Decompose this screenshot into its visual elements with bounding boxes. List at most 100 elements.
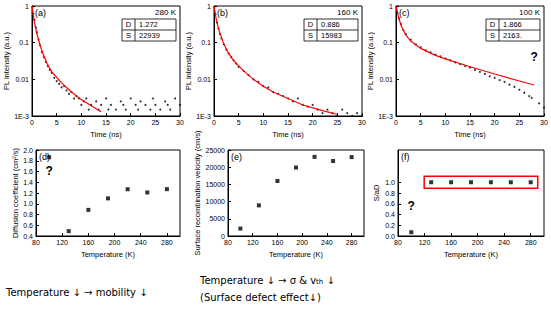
svg-text:(d): (d) xyxy=(39,152,50,162)
svg-text:160: 160 xyxy=(445,239,457,246)
svg-text:0.4: 0.4 xyxy=(385,211,395,218)
svg-text:5: 5 xyxy=(419,119,423,126)
svg-text:0.01: 0.01 xyxy=(15,76,29,83)
svg-text:25: 25 xyxy=(515,119,523,126)
svg-text:280: 280 xyxy=(161,239,173,246)
svg-text:0.1: 0.1 xyxy=(201,39,211,46)
svg-text:80: 80 xyxy=(32,239,40,246)
svg-text:0: 0 xyxy=(394,119,398,126)
svg-text:280: 280 xyxy=(346,239,358,246)
svg-text:?: ? xyxy=(408,199,415,213)
svg-text:0.01: 0.01 xyxy=(197,76,211,83)
svg-text:D: D xyxy=(126,20,132,29)
svg-text:0.01: 0.01 xyxy=(379,76,393,83)
svg-text:D: D xyxy=(308,20,314,29)
svg-text:?: ? xyxy=(45,164,52,178)
svg-text:25000: 25000 xyxy=(206,147,226,154)
svg-text:S: S xyxy=(490,31,495,40)
svg-text:80: 80 xyxy=(394,239,402,246)
svg-text:S: S xyxy=(126,31,131,40)
svg-text:80: 80 xyxy=(224,239,232,246)
svg-text:1E-3: 1E-3 xyxy=(14,113,29,120)
svg-text:10000: 10000 xyxy=(206,198,226,205)
svg-text:200: 200 xyxy=(296,239,308,246)
svg-text:S: S xyxy=(308,31,313,40)
svg-text:1: 1 xyxy=(207,3,211,10)
svg-text:20000: 20000 xyxy=(206,164,226,171)
svg-text:30: 30 xyxy=(540,119,548,126)
svg-text:15983: 15983 xyxy=(321,31,342,40)
svg-text:30: 30 xyxy=(176,119,184,126)
svg-text:240: 240 xyxy=(135,239,147,246)
svg-text:Temperature (K): Temperature (K) xyxy=(444,250,499,259)
svg-text:20: 20 xyxy=(309,119,317,126)
svg-text:(f): (f) xyxy=(401,152,410,162)
svg-text:25: 25 xyxy=(151,119,159,126)
svg-text:5: 5 xyxy=(237,119,241,126)
svg-text:Temperature (K): Temperature (K) xyxy=(81,250,136,259)
svg-text:10: 10 xyxy=(259,119,267,126)
svg-text:0.8: 0.8 xyxy=(385,190,395,197)
svg-text:15000: 15000 xyxy=(206,181,226,188)
svg-text:280: 280 xyxy=(525,239,537,246)
svg-text:30: 30 xyxy=(358,119,366,126)
svg-text:1E-3: 1E-3 xyxy=(196,113,211,120)
svg-text:100 K: 100 K xyxy=(519,8,541,17)
svg-text:PL intensity (a.u.): PL intensity (a.u.) xyxy=(2,31,11,90)
svg-text:Time (ns): Time (ns) xyxy=(90,130,122,139)
svg-text:120: 120 xyxy=(56,239,68,246)
svg-text:1.0: 1.0 xyxy=(385,179,395,186)
svg-text:160: 160 xyxy=(272,239,284,246)
svg-text:(c): (c) xyxy=(399,8,410,18)
svg-text:2163.: 2163. xyxy=(503,31,522,40)
svg-text:(e): (e) xyxy=(231,152,242,162)
svg-text:22939: 22939 xyxy=(139,31,160,40)
svg-text:2.0: 2.0 xyxy=(23,147,33,154)
svg-text:20: 20 xyxy=(127,119,135,126)
svg-text:1.4: 1.4 xyxy=(23,179,33,186)
svg-text:1.866: 1.866 xyxy=(503,20,522,29)
svg-text:20: 20 xyxy=(491,119,499,126)
svg-text:160 K: 160 K xyxy=(337,8,359,17)
svg-text:Time (ns): Time (ns) xyxy=(454,130,486,139)
svg-text:25: 25 xyxy=(333,119,341,126)
svg-text:1.6: 1.6 xyxy=(23,168,33,175)
svg-text:0: 0 xyxy=(212,119,216,126)
svg-text:1.2: 1.2 xyxy=(23,190,33,197)
svg-text:PL intensity (a.u.): PL intensity (a.u.) xyxy=(366,31,375,90)
svg-text:S/aD: S/aD xyxy=(372,184,381,201)
svg-text:120: 120 xyxy=(247,239,259,246)
svg-text:120: 120 xyxy=(419,239,431,246)
svg-text:160: 160 xyxy=(83,239,95,246)
svg-text:15: 15 xyxy=(102,119,110,126)
svg-text:1E-3: 1E-3 xyxy=(378,113,393,120)
svg-text:5: 5 xyxy=(55,119,59,126)
svg-text:(b): (b) xyxy=(217,8,228,18)
svg-text:10: 10 xyxy=(77,119,85,126)
svg-text:0.1: 0.1 xyxy=(19,39,29,46)
svg-text:5000: 5000 xyxy=(209,215,225,222)
svg-text:Temperature ↓ → mobility ↓: Temperature ↓ → mobility ↓ xyxy=(5,287,148,298)
svg-text:1: 1 xyxy=(389,3,393,10)
svg-text:1.272: 1.272 xyxy=(139,20,158,29)
svg-text:15: 15 xyxy=(284,119,292,126)
svg-text:Diffusion coefficient (cm²/s): Diffusion coefficient (cm²/s) xyxy=(11,147,20,238)
svg-text:(a): (a) xyxy=(35,8,46,18)
svg-text:0.6: 0.6 xyxy=(23,222,33,229)
svg-text:PL intensity (a.u.): PL intensity (a.u.) xyxy=(184,31,193,90)
svg-text:1.8: 1.8 xyxy=(23,157,33,164)
svg-text:0.1: 0.1 xyxy=(383,39,393,46)
svg-text:0.2: 0.2 xyxy=(385,222,395,229)
svg-text:0.6: 0.6 xyxy=(385,200,395,207)
svg-text:0.886: 0.886 xyxy=(321,20,340,29)
svg-text:10: 10 xyxy=(441,119,449,126)
svg-text:0.8: 0.8 xyxy=(23,211,33,218)
svg-text:1.0: 1.0 xyxy=(23,200,33,207)
svg-text:1: 1 xyxy=(25,3,29,10)
svg-text:th: th xyxy=(316,278,323,286)
svg-text:D: D xyxy=(490,20,496,29)
svg-text:200: 200 xyxy=(109,239,121,246)
svg-text:Surface recombination velocity: Surface recombination velocity (cm/s) xyxy=(193,130,202,256)
svg-text:200: 200 xyxy=(472,239,484,246)
svg-text:Temperature ↓ → σ & v: Temperature ↓ → σ & v xyxy=(199,275,316,286)
